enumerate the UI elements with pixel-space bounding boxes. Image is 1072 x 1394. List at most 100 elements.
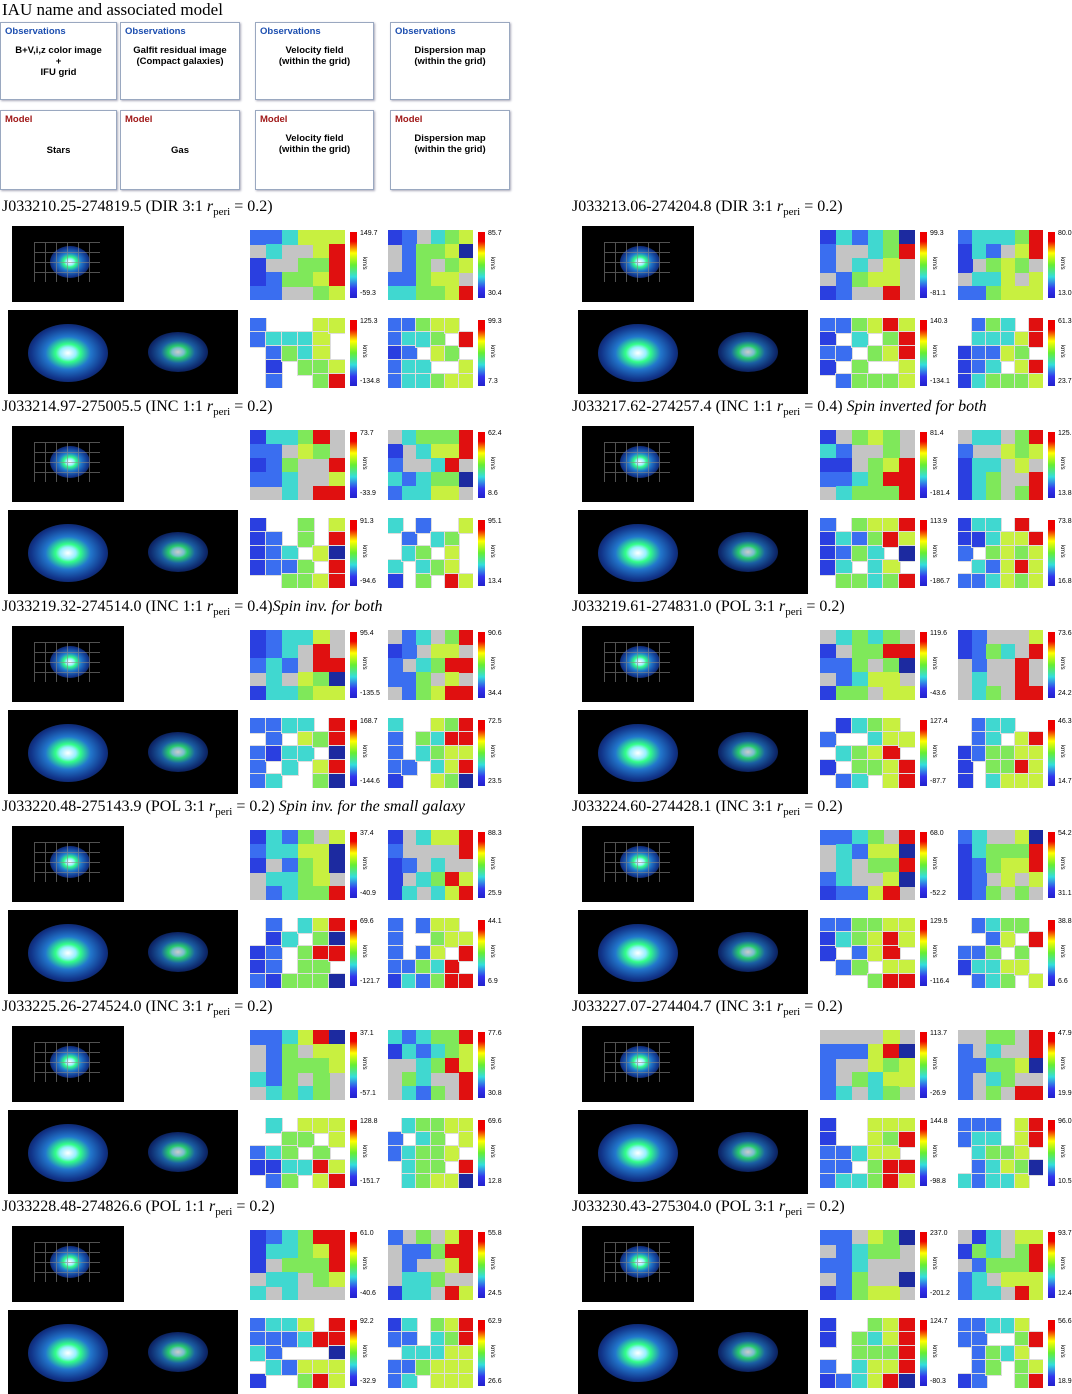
map-cell xyxy=(312,331,331,348)
map-cell xyxy=(430,472,446,487)
map-cell xyxy=(835,830,853,845)
map-cell xyxy=(1013,1118,1031,1134)
map-cell xyxy=(281,1058,298,1073)
panel-title: J033214.97-275005.5 (INC 1:1 rperi = 0.2… xyxy=(2,398,273,418)
map-cell xyxy=(883,1286,900,1300)
map-cell xyxy=(1000,1030,1016,1045)
map-cell xyxy=(985,959,1002,976)
colorbar-max: 128.8 xyxy=(360,1118,378,1125)
map-cell xyxy=(971,731,988,748)
map-cell xyxy=(985,745,1002,762)
map-cell xyxy=(458,630,473,645)
map-cell xyxy=(866,345,885,362)
map-cell xyxy=(866,918,885,934)
map-cell xyxy=(835,1230,853,1245)
map-cell xyxy=(430,830,446,845)
map-cell xyxy=(401,1173,418,1188)
panel-title: J033225.26-274524.0 (INC 3:1 rperi = 0.2… xyxy=(2,998,273,1018)
map-cell xyxy=(985,573,1002,588)
ifu-grid xyxy=(34,1042,100,1082)
velocity-map xyxy=(388,430,473,500)
map-cell xyxy=(972,458,987,473)
map-cell xyxy=(834,1159,854,1176)
map-cell xyxy=(971,1373,988,1388)
colorbar-max: 124.7 xyxy=(930,1318,948,1325)
panel-title: J033219.61-274831.0 (POL 3:1 rperi = 0.2… xyxy=(572,598,845,618)
colorbar-max: 92.2 xyxy=(360,1318,374,1325)
map-cell xyxy=(329,258,345,273)
map-cell xyxy=(250,444,267,459)
ifu-grid xyxy=(34,442,100,482)
map-cell xyxy=(851,1272,868,1287)
map-cell xyxy=(313,244,330,259)
map-cell xyxy=(820,545,838,562)
map-cell xyxy=(429,1345,447,1362)
map-cell xyxy=(415,545,432,562)
colorbar-max: 69.6 xyxy=(360,918,374,925)
map-cell xyxy=(883,486,900,500)
map-cell xyxy=(415,1359,432,1376)
map-cell xyxy=(1014,886,1030,900)
merger-model: (POL 3:1 xyxy=(715,598,775,615)
observed-image xyxy=(12,826,124,902)
map-cell xyxy=(328,973,345,988)
map-cell xyxy=(444,1058,460,1073)
velocity-map xyxy=(250,230,345,300)
colorbar-max: 93.7 xyxy=(1058,1230,1072,1237)
map-cell xyxy=(972,844,987,859)
map-cell xyxy=(401,959,418,976)
map-cell xyxy=(388,959,404,976)
map-cell xyxy=(883,1072,900,1087)
gas xyxy=(148,332,208,372)
legend-body: Gas xyxy=(121,145,239,156)
map-cell xyxy=(883,886,900,900)
map-cell xyxy=(388,486,403,500)
map-cell xyxy=(388,1044,403,1059)
map-cell xyxy=(958,1058,973,1073)
colorbar xyxy=(1048,1120,1055,1186)
map-cell xyxy=(820,1230,837,1245)
colorbar xyxy=(1048,1320,1055,1386)
map-cell xyxy=(280,718,300,734)
map-cell xyxy=(443,1318,461,1334)
map-cell xyxy=(328,573,345,588)
map-cell xyxy=(986,1086,1001,1100)
colorbar-max: 125.3 xyxy=(360,318,378,325)
map-cell xyxy=(1013,745,1031,762)
map-cell xyxy=(250,759,268,776)
r-subscript: peri xyxy=(213,206,231,219)
map-cell xyxy=(958,1118,974,1134)
map-cell xyxy=(415,518,432,534)
colorbar xyxy=(1048,632,1055,698)
map-cell xyxy=(313,658,330,673)
map-cell xyxy=(834,573,854,588)
map-cell xyxy=(280,559,300,576)
map-cell xyxy=(297,1258,314,1273)
map-cell xyxy=(866,931,885,948)
r-peri: = 0.4) xyxy=(234,598,273,615)
map-cell xyxy=(835,686,853,700)
colorbar-unit: km/s xyxy=(361,1145,367,1158)
map-cell xyxy=(985,1318,1002,1334)
map-cell xyxy=(835,844,853,859)
observed-image xyxy=(582,826,694,902)
map-cell xyxy=(834,959,854,976)
colorbar-min: -57.1 xyxy=(360,1090,376,1097)
map-cell xyxy=(851,1044,868,1059)
map-cell xyxy=(985,1359,1002,1376)
map-cell xyxy=(458,230,473,245)
colorbar-max: 62.4 xyxy=(488,430,502,437)
map-cell xyxy=(986,1030,1001,1045)
map-cell xyxy=(444,830,460,845)
map-cell xyxy=(1013,518,1031,534)
map-cell xyxy=(850,359,870,376)
map-cell xyxy=(958,1173,974,1188)
map-cell xyxy=(416,1072,431,1087)
map-cell xyxy=(1013,1173,1031,1188)
object-name: J033210.25-274819.5 xyxy=(2,198,142,215)
map-cell xyxy=(457,1173,473,1188)
gas xyxy=(718,932,778,972)
map-cell xyxy=(401,1345,418,1362)
map-cell xyxy=(312,1373,331,1388)
map-cell xyxy=(297,844,314,859)
